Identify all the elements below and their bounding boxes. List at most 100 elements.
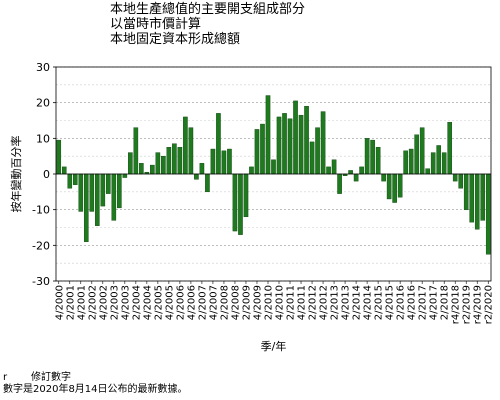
- x-tick-label-2/2004: 2/2004: [131, 285, 142, 320]
- y-tick-label-20: 20: [36, 97, 50, 110]
- bar-3/2001: [72, 173, 78, 185]
- x-tick-label-2/2012: 2/2012: [308, 285, 319, 320]
- bar-1/2011: [282, 113, 287, 175]
- bar-3/2010: [271, 159, 276, 175]
- bar-r4/2019: [474, 173, 480, 230]
- x-tick-label-r4/2018: r4/2018: [451, 285, 462, 324]
- x-tick-label-2/2007: 2/2007: [197, 285, 208, 320]
- bar-3/2015: [381, 173, 386, 182]
- bar-2/2012: [309, 141, 315, 175]
- bar-1/2009: [238, 173, 243, 235]
- bar-4/2017: [430, 152, 436, 175]
- bar-2/2015: [375, 147, 381, 175]
- bar-2/2002: [89, 173, 95, 212]
- bar-1/2001: [61, 166, 67, 175]
- x-tick-label-r4/2019: r4/2019: [473, 285, 484, 324]
- bar-4/2014: [364, 138, 370, 175]
- y-tick-label-0: 0: [43, 168, 50, 181]
- bar-4/2003: [122, 173, 128, 178]
- bar-4/2000: [56, 139, 62, 175]
- bar-1/2017: [414, 134, 419, 175]
- bar-3/2014: [359, 166, 364, 175]
- y-tick-label--30: -30: [32, 275, 50, 288]
- x-tick-label-4/2000: 4/2000: [54, 285, 65, 320]
- bar-1/2008: [216, 113, 221, 175]
- x-tick-label-4/2005: 4/2005: [164, 285, 175, 320]
- bar-3/2005: [161, 155, 166, 175]
- x-tick-label-2/2010: 2/2010: [263, 285, 274, 320]
- bar-2/2013: [331, 159, 337, 175]
- x-tick-label-4/2014: 4/2014: [363, 285, 374, 320]
- bar-2/2008: [221, 150, 227, 175]
- x-tick-label-4/2007: 4/2007: [208, 285, 219, 320]
- bar-3/2007: [205, 173, 210, 193]
- y-tick-label--20: -20: [32, 239, 50, 252]
- bar-3/2003: [117, 173, 122, 209]
- bar-2/2001: [67, 173, 73, 189]
- bar-4/2009: [254, 129, 260, 175]
- revised-text: 修訂數字: [31, 372, 71, 383]
- revised-symbol: r: [3, 372, 8, 383]
- footnote-release-note: 數字是2020年8月14日公布的最新數據。: [3, 384, 188, 395]
- x-axis-label: 季/年: [261, 339, 287, 353]
- bar-3/2006: [183, 116, 188, 175]
- bar-r1/2020: [480, 173, 486, 221]
- bar-2/2014: [353, 173, 359, 182]
- y-tick-label--10: -10: [32, 204, 50, 217]
- x-tick-label-r2/2019: r2/2019: [462, 285, 473, 324]
- x-tick-label-4/2013: 4/2013: [341, 285, 352, 320]
- x-tick-label-2/2013: 2/2013: [330, 285, 341, 320]
- x-tick-label-2/2009: 2/2009: [241, 285, 252, 320]
- x-tick-label-4/2011: 4/2011: [297, 285, 308, 320]
- footnotes: r 修訂數字 數字是2020年8月14日公布的最新數據。: [3, 372, 188, 396]
- bar-r1/2019: [458, 173, 464, 189]
- bar-2/2017: [419, 127, 425, 175]
- x-tick-label-2/2002: 2/2002: [87, 285, 98, 320]
- x-tick-label-2/2014: 2/2014: [352, 285, 363, 320]
- x-tick-label-2/2003: 2/2003: [109, 285, 120, 320]
- x-tick-label-4/2008: 4/2008: [230, 285, 241, 320]
- bar-4/2015: [386, 173, 392, 200]
- bar-2/2003: [111, 173, 117, 221]
- bar-2/2010: [265, 95, 271, 175]
- footnote-revised: r 修訂數字: [3, 372, 188, 384]
- bar-2/2007: [199, 163, 205, 175]
- bar-3/2002: [95, 173, 100, 226]
- bar-4/2010: [276, 116, 282, 175]
- bar-r4/2018: [452, 173, 458, 182]
- bar-2/2006: [177, 147, 183, 175]
- bar-4/2012: [320, 111, 326, 175]
- x-tick-label-2/2011: 2/2011: [286, 285, 297, 320]
- tick-labels: -30 -20 -10 0 10 20 30 4/2000 2/2001 4/2001 2/2002…: [9, 61, 495, 353]
- bar-3/2004: [139, 163, 144, 175]
- x-tick-label-2/2018: 2/2018: [440, 285, 451, 320]
- bar-3/2017: [425, 168, 430, 175]
- bar-1/2010: [260, 123, 265, 175]
- x-tick-label-4/2017: 4/2017: [429, 285, 440, 320]
- x-tick-label-2/2017: 2/2017: [418, 285, 429, 320]
- y-tick-label-10: 10: [36, 132, 50, 145]
- y-tick-label-30: 30: [36, 61, 50, 74]
- axes: [53, 66, 492, 284]
- x-tick-label-4/2015: 4/2015: [385, 285, 396, 320]
- x-tick-label-2/2006: 2/2006: [175, 285, 186, 320]
- x-tick-label-4/2010: 4/2010: [275, 285, 286, 320]
- bar-series: [56, 95, 491, 255]
- x-tick-label-4/2002: 4/2002: [98, 285, 109, 320]
- bar-4/2002: [100, 173, 106, 207]
- bar-3/2012: [315, 127, 320, 175]
- x-tick-label-4/2004: 4/2004: [142, 285, 153, 320]
- x-tick-label-2/2001: 2/2001: [65, 285, 76, 320]
- bar-3/2008: [227, 148, 232, 175]
- bar-1/2014: [348, 170, 353, 175]
- bar-4/2001: [78, 173, 84, 212]
- bar-1/2012: [304, 106, 309, 175]
- bar-1/2016: [392, 173, 397, 203]
- bar-1/2015: [370, 139, 375, 175]
- x-tick-label-4/2016: 4/2016: [407, 285, 418, 320]
- bar-1/2004: [128, 152, 133, 175]
- bar-2/2011: [287, 118, 293, 175]
- bar-4/2006: [188, 127, 194, 175]
- x-tick-label-2/2008: 2/2008: [219, 285, 230, 320]
